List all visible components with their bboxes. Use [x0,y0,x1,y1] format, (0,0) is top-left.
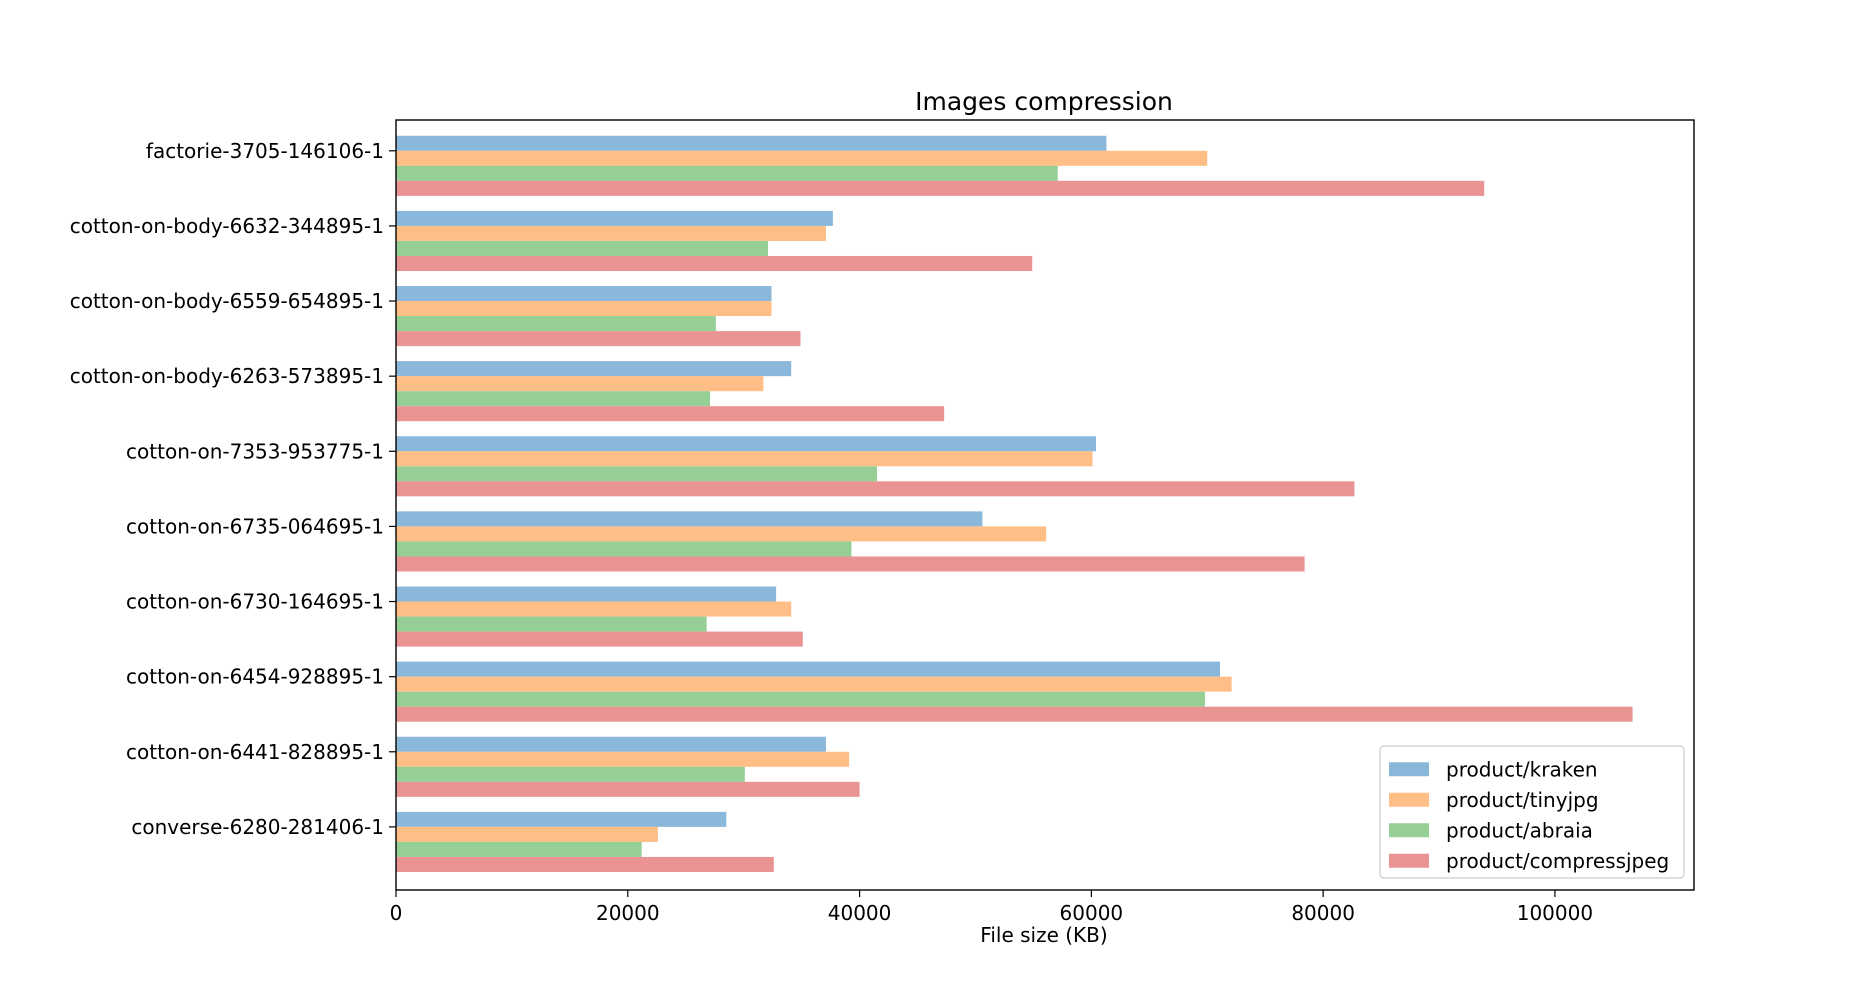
bar-product-compressjpeg [396,706,1633,722]
x-tick-label: 20000 [596,901,660,925]
bar-product-tinyjpg [396,451,1093,467]
bar-product-abraia [396,691,1205,707]
legend-swatch [1389,762,1429,777]
bar-product-tinyjpg [396,225,826,241]
bar-product-tinyjpg [396,601,792,617]
bar-product-compressjpeg [396,180,1485,196]
bar-product-abraia [396,466,877,482]
y-tick-label: cotton-on-6730-164695-1 [126,590,384,614]
bar-product-abraia [396,316,716,332]
x-axis: 0 20000 40000 60000 80000 100000 [390,890,1593,925]
y-tick-label: cotton-on-6735-064695-1 [126,514,384,538]
bar-product-tinyjpg [396,150,1208,166]
bar-product-kraken [396,286,772,302]
bar-product-compressjpeg [396,631,803,647]
bar-product-compressjpeg [396,406,945,422]
bar-product-tinyjpg [396,826,658,842]
legend: product/kraken product/tinyjpg product/abr… [1379,745,1685,879]
legend-label: product/kraken [1446,757,1598,781]
bar-product-abraia [396,391,711,407]
y-tick-label: cotton-on-7353-953775-1 [126,439,384,463]
y-tick-label: cotton-on-6441-828895-1 [126,740,384,764]
bar-product-compressjpeg [396,856,774,872]
bar-product-abraia [396,165,1058,181]
bar-product-compressjpeg [396,781,860,797]
bar-product-kraken [396,511,983,527]
legend-label: product/compressjpeg [1446,849,1669,873]
x-tick-label: 100000 [1517,901,1593,925]
bar-product-kraken [396,661,1220,677]
y-tick-label: converse-6280-281406-1 [131,815,384,839]
bar-product-abraia [396,541,852,557]
y-tick-label: factorie-3705-146106-1 [146,139,384,163]
bars-layer [396,135,1633,872]
bar-product-kraken [396,736,826,752]
bar-product-abraia [396,766,745,782]
bar-product-kraken [396,586,777,602]
y-tick-label: cotton-on-6454-928895-1 [126,665,384,689]
bar-product-kraken [396,135,1107,151]
legend-swatch [1389,792,1429,807]
legend-label: product/abraia [1446,818,1593,842]
y-tick-label: cotton-on-body-6559-654895-1 [70,289,384,313]
bar-product-tinyjpg [396,301,772,317]
bar-product-compressjpeg [396,331,801,347]
bar-product-tinyjpg [396,376,764,392]
bar-product-kraken [396,436,1096,452]
legend-swatch [1389,853,1429,868]
bar-product-compressjpeg [396,556,1305,572]
bar-product-tinyjpg [396,751,850,767]
y-tick-label: cotton-on-body-6263-573895-1 [70,364,384,388]
bar-product-compressjpeg [396,481,1355,497]
x-tick-label: 40000 [828,901,892,925]
bar-product-tinyjpg [396,676,1232,692]
bar-product-abraia [396,616,707,632]
bar-product-tinyjpg [396,526,1047,542]
legend-box [1379,745,1685,879]
y-axis: factorie-3705-146106-1 cotton-on-body-663… [70,139,396,839]
y-tick-label: cotton-on-body-6632-344895-1 [70,214,384,238]
bar-product-kraken [396,811,727,827]
plot-frame [395,119,1695,891]
bar-product-kraken [396,210,833,226]
bar-product-abraia [396,240,769,256]
chart-title: Images compression [915,87,1173,116]
x-tick-label: 60000 [1060,901,1124,925]
x-axis-label: File size (KB) [980,923,1107,947]
x-tick-label: 80000 [1291,901,1355,925]
bar-product-compressjpeg [396,255,1033,271]
legend-swatch [1389,823,1429,838]
bar-product-abraia [396,841,642,857]
x-tick-label: 0 [390,901,403,925]
legend-label: product/tinyjpg [1446,788,1599,812]
bar-product-kraken [396,361,792,377]
